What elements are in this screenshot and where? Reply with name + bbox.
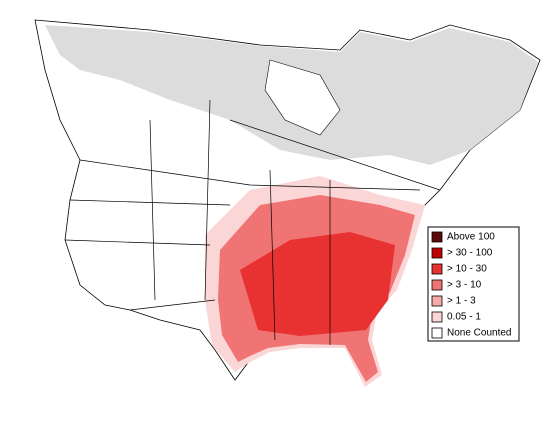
legend-label: 0.05 - 1 bbox=[447, 312, 481, 323]
hudson-bay bbox=[264, 59, 341, 136]
legend-label: None Counted bbox=[447, 328, 512, 339]
legend-swatch bbox=[431, 247, 443, 259]
legend-label: > 10 - 30 bbox=[447, 264, 487, 275]
political-borders bbox=[64, 99, 441, 345]
legend-label: > 1 - 3 bbox=[447, 296, 476, 307]
legend-swatch bbox=[431, 263, 443, 275]
legend-swatch bbox=[431, 231, 443, 243]
legend-label: > 3 - 10 bbox=[447, 280, 482, 291]
legend-swatch bbox=[431, 311, 443, 323]
legend-label: > 30 - 100 bbox=[447, 248, 493, 259]
legend-swatch bbox=[431, 327, 443, 339]
legend-label: Above 100 bbox=[447, 232, 495, 243]
range-high bbox=[240, 232, 395, 336]
legend-box bbox=[427, 226, 520, 342]
legend-swatch bbox=[431, 295, 443, 307]
legend-swatch bbox=[431, 279, 443, 291]
legend: Above 100 > 30 - 100 > 10 - 30 > 3 - 10 > 1 … bbox=[431, 231, 512, 339]
